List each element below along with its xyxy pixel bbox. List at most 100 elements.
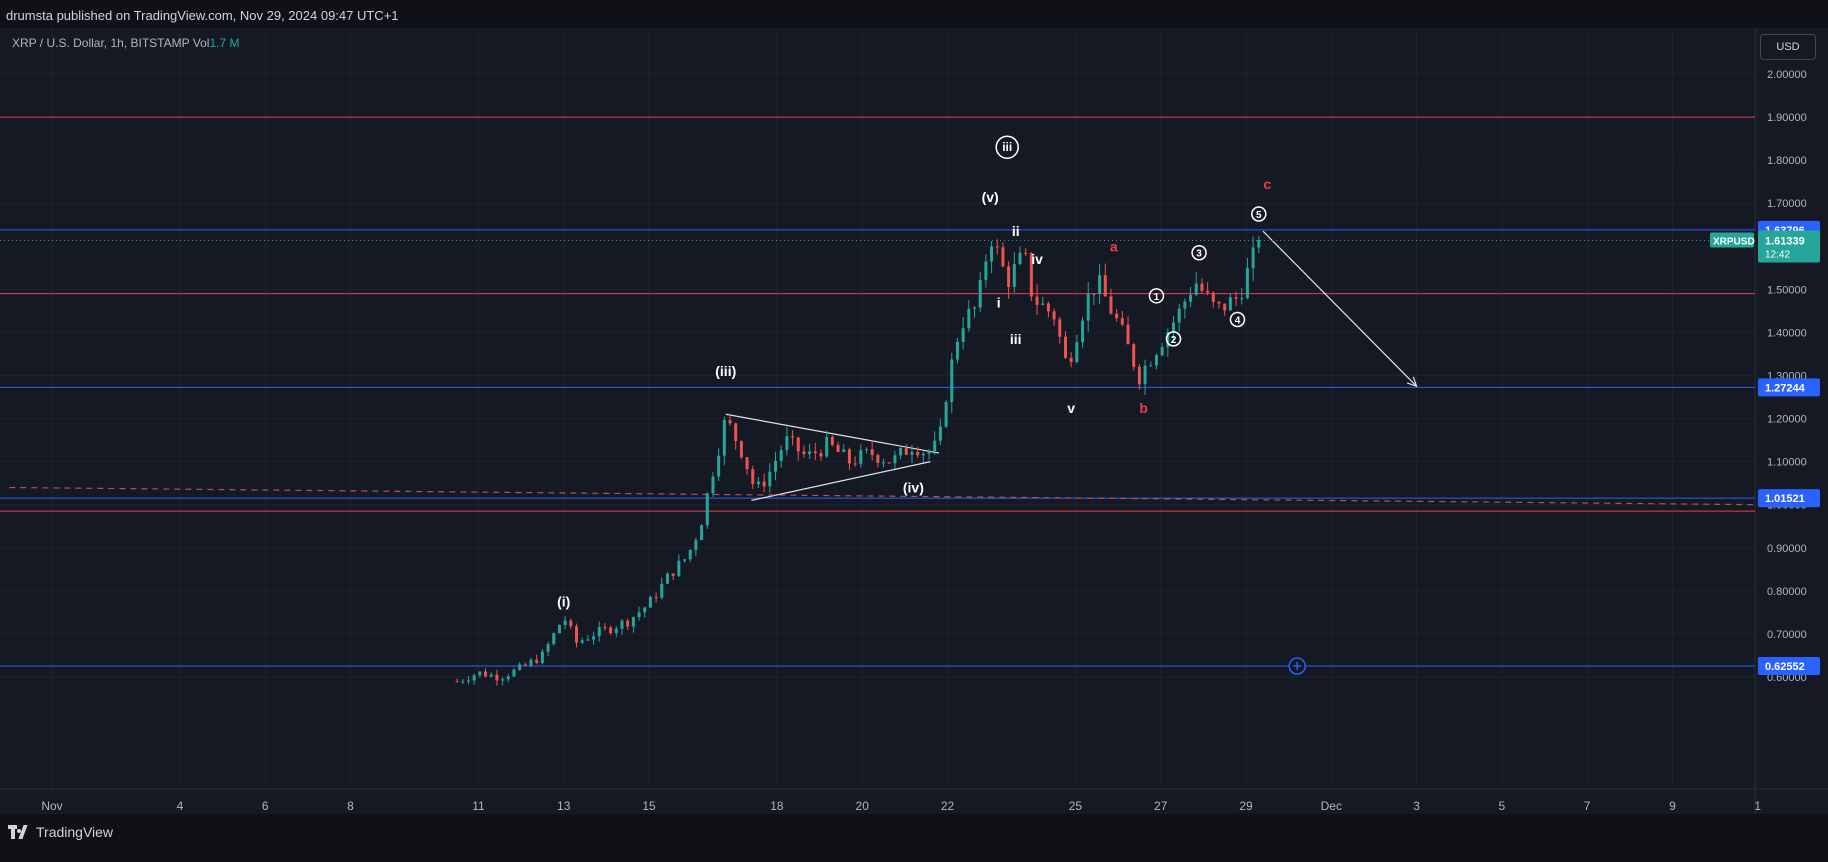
symbol-legend: XRP / U.S. Dollar, 1h, BITSTAMP Vol1.7 M (12, 36, 239, 50)
candle-body (1092, 294, 1096, 296)
candle-body (495, 674, 499, 681)
time-tick-label: 4 (177, 799, 184, 813)
candle-body (1058, 319, 1062, 337)
price-tick-label: 0.90000 (1767, 543, 1807, 555)
candle-body (836, 444, 840, 452)
symbol-title: XRP / U.S. Dollar, 1h, BITSTAMP (12, 36, 190, 50)
candle-body (791, 436, 795, 438)
price-level-label: 1.27244 (1765, 382, 1806, 394)
symbol-tag-label: XRPUSD (1713, 237, 1755, 248)
current-price-label: 1.61339 (1765, 236, 1805, 248)
wave-label: 3 (1196, 249, 1202, 260)
price-chart[interactable]: 2.000001.900001.800001.700001.600001.500… (0, 28, 1828, 814)
price-tick-label: 1.20000 (1767, 414, 1807, 426)
candle-body (1172, 322, 1176, 333)
candle-body (779, 450, 783, 461)
candle-body (665, 573, 669, 584)
candle-body (955, 341, 959, 360)
price-tick-label: 1.40000 (1767, 327, 1807, 339)
candle-body (870, 449, 874, 456)
tradingview-brand: TradingView (36, 824, 114, 840)
candle-body (1177, 308, 1181, 323)
wave-circle (1229, 311, 1246, 328)
wave-label: (iii) (715, 363, 736, 379)
wave-label: (i) (557, 594, 570, 610)
wave-label: 2 (1171, 335, 1177, 346)
wave-label: iv (1031, 251, 1043, 267)
candle-body (1007, 266, 1011, 287)
candle-body (745, 457, 749, 470)
candle-body (472, 675, 476, 681)
candle-body (739, 441, 743, 458)
candle-body (1115, 313, 1119, 319)
candles-group (455, 235, 1261, 686)
candle-body (933, 440, 937, 452)
price-tick-label: 0.80000 (1767, 586, 1807, 598)
candle-body (1257, 240, 1261, 248)
price-level-label: 1.01521 (1765, 493, 1805, 505)
candle-body (683, 559, 687, 561)
wave-label: 5 (1256, 210, 1262, 221)
wave-circle (1191, 244, 1207, 261)
candle-body (1189, 294, 1193, 302)
candle-body (1052, 311, 1056, 320)
triangle-trendline (751, 461, 931, 501)
candle-body (893, 455, 897, 464)
candle-body (1075, 342, 1079, 363)
wave-label: iii (1010, 331, 1022, 347)
candle-body (1012, 264, 1016, 287)
candle-body (1228, 297, 1232, 311)
candle-body (1251, 247, 1255, 269)
candle-body (631, 617, 635, 627)
candle-body (1098, 275, 1102, 295)
chart-area[interactable]: 2.000001.900001.800001.700001.600001.500… (0, 28, 1828, 814)
candle-body (540, 651, 544, 663)
candle-body (466, 680, 470, 682)
candle-body (648, 597, 652, 608)
wave-label: b (1139, 400, 1148, 416)
wave-label: a (1110, 238, 1118, 254)
candle-body (512, 669, 516, 677)
currency-button[interactable]: USD (1760, 34, 1816, 60)
wave-label: i (997, 294, 1001, 310)
time-tick-label: 7 (1584, 799, 1591, 813)
candle-body (916, 451, 920, 456)
wave-label: 4 (1235, 316, 1241, 327)
candle-body (876, 455, 880, 463)
candle-body (1245, 268, 1249, 299)
candle-body (563, 620, 567, 625)
candle-body (722, 420, 726, 456)
candle-body (523, 664, 527, 666)
candle-body (762, 481, 766, 487)
candle-body (1035, 296, 1039, 305)
time-tick-label: 25 (1069, 799, 1083, 813)
candle-body (535, 659, 539, 663)
candle-body (1086, 294, 1090, 321)
candle-body (609, 627, 613, 634)
candle-body (882, 462, 886, 464)
candle-body (847, 449, 851, 464)
triangle-trendline (725, 413, 940, 454)
price-tick-label: 1.10000 (1767, 457, 1807, 469)
candle-body (455, 681, 459, 683)
candle-body (1018, 252, 1022, 265)
candle-body (1024, 252, 1028, 254)
candle-body (546, 644, 550, 652)
candle-body (1211, 292, 1215, 302)
candle-body (1149, 365, 1153, 367)
candle-body (944, 402, 948, 427)
wave-label: (iv) (903, 479, 924, 495)
candle-body (927, 451, 931, 454)
price-tick-label: 0.70000 (1767, 629, 1807, 641)
candle-body (557, 624, 561, 634)
time-tick-label: 1 (1754, 799, 1761, 813)
candle-body (614, 628, 618, 634)
candle-body (1234, 297, 1238, 299)
candle-body (842, 449, 846, 452)
candle-body (774, 460, 778, 472)
tradingview-logo[interactable]: TradingView (8, 824, 113, 840)
publisher-bar: drumsta published on TradingView.com, No… (0, 0, 1828, 28)
wave-circle (1148, 288, 1165, 304)
candle-body (1143, 365, 1147, 385)
wave-label: c (1263, 176, 1271, 192)
